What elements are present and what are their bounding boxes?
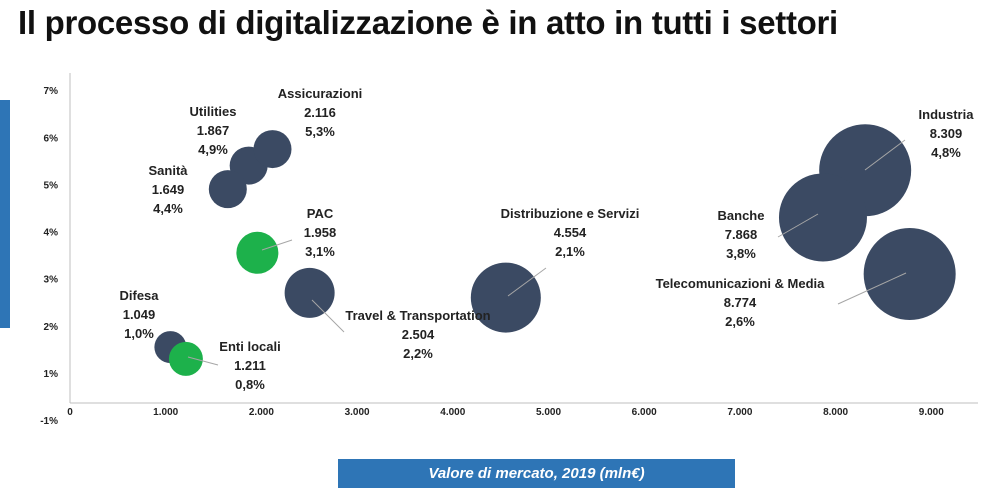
bubble-growth-label: 4,9% [198, 142, 228, 157]
bubble-growth-label: 2,2% [403, 346, 433, 361]
bubble-point [208, 170, 247, 209]
chart-bubbles [154, 124, 956, 376]
bubble-growth-label: 4,4% [153, 201, 183, 216]
chart-labels: Utilities 1.867 4,9% Assicurazioni 2.116 5,3%… [119, 86, 974, 392]
x-tick-label: 5.000 [536, 407, 561, 418]
x-tick-label: 2.000 [249, 407, 274, 418]
leader-line [864, 139, 906, 171]
x-tick-label: 7.000 [727, 407, 752, 418]
page-title: Il processo di digitalizzazione è in att… [18, 4, 838, 41]
chart-axes: 0 1.000 2.000 3.000 4.000 5.000 6.000 7.000 8.00… [40, 73, 978, 427]
bubble-value-label: 1.867 [197, 123, 230, 138]
leader-line [261, 239, 293, 251]
chart-leader-lines [187, 139, 907, 366]
bubble-name-label: Utilities [190, 104, 237, 119]
bubble-name-label: Difesa [119, 288, 159, 303]
bubble-name-label: PAC [307, 206, 334, 221]
leader-line [777, 213, 819, 238]
bubble-growth-label: 3,8% [726, 246, 756, 261]
bubble-point [863, 228, 956, 321]
bubble-point [253, 130, 292, 169]
y-tick-label: 4% [44, 228, 59, 239]
bubble-name-label: Sanità [148, 163, 188, 178]
bubble-value-label: 1.958 [304, 225, 337, 240]
bubble-value-label: 1.211 [234, 358, 266, 373]
y-tick-label: 5% [44, 180, 59, 191]
bubble-point [470, 262, 541, 333]
bubble-point [778, 173, 867, 262]
leader-line [507, 267, 547, 297]
bubble-name-label: Industria [919, 107, 975, 122]
x-tick-label: 6.000 [632, 407, 657, 418]
bubble-value-label: 8.774 [724, 295, 757, 310]
bubble-value-label: 2.504 [402, 327, 435, 342]
bubble-growth-label: 1,0% [124, 326, 154, 341]
bubble-growth-label: 0,8% [235, 377, 265, 392]
bubble-value-label: 1.049 [123, 307, 156, 322]
bubble-value-label: 8.309 [930, 126, 963, 141]
x-tick-label: 8.000 [823, 407, 848, 418]
y-axis-band [0, 100, 10, 328]
bubble-point [236, 231, 279, 274]
x-tick-label: 0 [67, 407, 73, 418]
bubble-growth-label: 5,3% [305, 124, 335, 139]
x-tick-label: 3.000 [345, 407, 370, 418]
y-tick-label: -1% [40, 416, 58, 427]
bubble-growth-label: 4,8% [931, 145, 961, 160]
bubble-name-label: Distribuzione e Servizi [501, 206, 640, 221]
leader-line [837, 272, 907, 305]
bubble-name-label: Travel & Transportation [345, 308, 490, 323]
x-axis-title: Valore di mercato, 2019 (mln€) [338, 459, 735, 488]
bubble-growth-label: 2,6% [725, 314, 755, 329]
y-tick-label: 2% [44, 322, 59, 333]
x-tick-label: 4.000 [440, 407, 465, 418]
y-tick-label: 3% [44, 275, 59, 286]
leader-line [311, 299, 345, 333]
x-tick-label: 1.000 [153, 407, 178, 418]
bubble-value-label: 4.554 [554, 225, 587, 240]
y-tick-label: 1% [44, 369, 59, 380]
bubble-name-label: Telecomunicazioni & Media [656, 276, 826, 291]
bubble-name-label: Banche [718, 208, 765, 223]
bubble-value-label: 1.649 [152, 182, 185, 197]
x-tick-label: 9.000 [919, 407, 944, 418]
bubble-value-label: 2.116 [304, 105, 336, 120]
leader-line [187, 356, 219, 366]
bubble-name-label: Assicurazioni [278, 86, 363, 101]
bubble-value-label: 7.868 [725, 227, 758, 242]
y-tick-label: 6% [44, 133, 59, 144]
bubble-growth-label: 3,1% [305, 244, 335, 259]
bubble-growth-label: 2,1% [555, 244, 585, 259]
bubble-name-label: Enti locali [219, 339, 280, 354]
y-tick-label: 7% [44, 86, 59, 97]
bubble-point [168, 341, 203, 376]
bubble-point [284, 267, 335, 318]
